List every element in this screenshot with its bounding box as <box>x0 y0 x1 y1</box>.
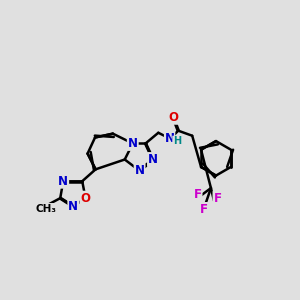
Text: F: F <box>194 188 202 201</box>
Text: N: N <box>165 132 175 145</box>
Text: F: F <box>200 203 208 216</box>
Text: N: N <box>148 153 158 166</box>
Text: N: N <box>58 175 68 188</box>
Text: H: H <box>173 136 181 146</box>
Text: O: O <box>168 111 178 124</box>
Text: F: F <box>214 192 221 205</box>
Text: N: N <box>68 200 78 213</box>
Text: N: N <box>135 164 145 177</box>
Text: CH₃: CH₃ <box>35 204 56 214</box>
Text: N: N <box>128 137 138 150</box>
Text: O: O <box>80 192 91 205</box>
